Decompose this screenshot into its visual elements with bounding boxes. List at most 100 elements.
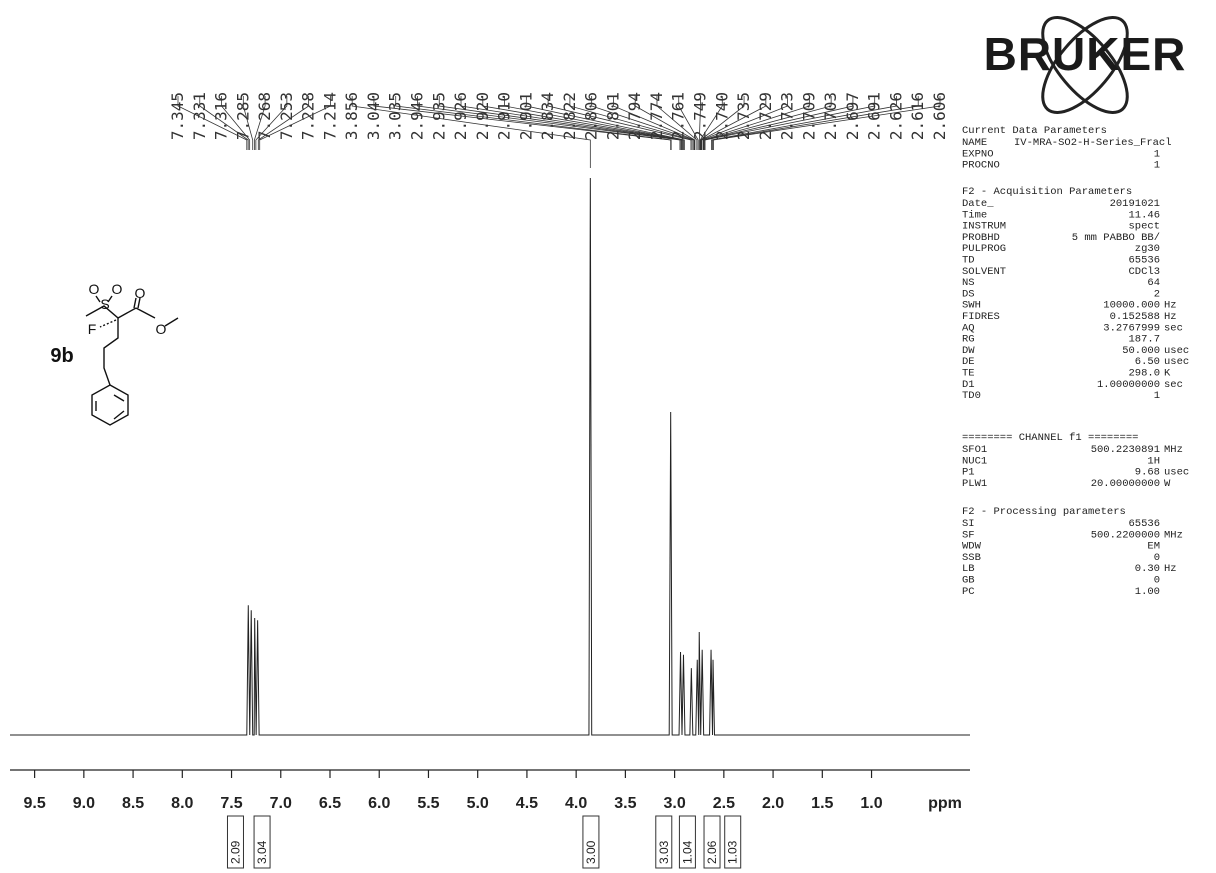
peak-label: 2.920 (473, 92, 492, 140)
peak-connector (698, 96, 701, 150)
parameter-value: 0 (1154, 552, 1160, 564)
parameter-unit: sec (1164, 379, 1183, 391)
parameter-name: SSB (962, 552, 981, 564)
parameter-name: SI (962, 518, 975, 530)
peak-connector (460, 96, 683, 150)
parameter-section: F2 - Processing parameters (962, 506, 1126, 518)
integral-label: 3.04 (255, 840, 269, 864)
parameter-value: 3.2767999 (1103, 322, 1160, 334)
integral-label: 1.03 (726, 840, 740, 864)
parameter-value: 64 (1147, 277, 1160, 289)
peak-label: 2.774 (647, 92, 666, 140)
integral-label: 2.06 (705, 840, 719, 864)
atom: O (135, 285, 146, 301)
x-tick-label: 6.5 (319, 795, 341, 812)
peak-connector (703, 96, 832, 150)
peak-connector (591, 96, 695, 150)
peak-connector (569, 96, 693, 150)
integral-label: 3.00 (584, 840, 598, 864)
x-tick-label: 2.5 (713, 795, 735, 812)
parameter-unit: Hz (1164, 311, 1177, 323)
parameter-value: 1H (1147, 455, 1160, 467)
parameter-value: 11.46 (1128, 209, 1160, 221)
parameter-name: P1 (962, 467, 975, 479)
parameter-value: 20.00000000 (1091, 478, 1160, 490)
parameter-name: NAME (962, 137, 987, 149)
parameter-unit: K (1164, 368, 1171, 380)
parameter-value: 50.000 (1122, 345, 1160, 357)
peak-connector (704, 96, 854, 150)
parameter-name: WDW (962, 541, 982, 553)
peak-label: 7.214 (320, 92, 339, 140)
parameter-name: PULPROG (962, 243, 1006, 255)
x-tick-label: 8.5 (122, 795, 144, 812)
peak-connector (634, 96, 696, 150)
peak-connector (713, 96, 941, 150)
peak-connector (242, 96, 254, 150)
parameter-value: 0 (1154, 575, 1160, 587)
peak-connector (395, 96, 672, 150)
x-tick-label: 6.0 (368, 795, 390, 812)
parameter-value: 20191021 (1110, 198, 1160, 210)
x-tick-label: 4.5 (516, 795, 538, 812)
peak-label: 2.794 (625, 92, 644, 140)
peak-connector (547, 96, 692, 150)
x-tick-label: 5.5 (417, 795, 439, 812)
peak-label: 2.697 (843, 92, 862, 140)
peak-label: 2.822 (560, 92, 579, 140)
peak-label: 2.761 (669, 92, 688, 140)
x-tick-label: 4.0 (565, 795, 587, 812)
parameter-name: PC (962, 586, 975, 598)
x-tick-label: 9.5 (23, 795, 45, 812)
peak-label: 3.035 (386, 92, 405, 140)
parameter-unit: usec (1164, 356, 1189, 368)
x-tick-label: 3.0 (663, 795, 685, 812)
parameter-name: SFO1 (962, 444, 987, 456)
parameter-name: PROCNO (962, 160, 1000, 172)
peak-connector (373, 96, 672, 150)
peak-label: 2.926 (451, 92, 470, 140)
parameter-name: DS (962, 288, 975, 300)
parameter-name: Date_ (962, 198, 994, 210)
structure (85, 295, 179, 426)
peak-label: 2.801 (603, 92, 622, 140)
atom: O (156, 321, 167, 337)
parameter-value: 1 (1154, 160, 1160, 172)
parameter-value: 0.152588 (1110, 311, 1160, 323)
x-tick-label: 8.0 (171, 795, 193, 812)
parameter-unit: MHz (1164, 529, 1183, 541)
peak-connector (177, 96, 248, 150)
peak-label: 7.253 (277, 92, 296, 140)
x-tick-label: 2.0 (762, 795, 784, 812)
parameter-name: LB (962, 563, 975, 575)
peak-connector (700, 96, 745, 150)
peak-label: 2.834 (538, 92, 557, 140)
peak-connector (504, 96, 684, 150)
peak-label: 2.806 (582, 92, 601, 140)
integral-bracket (678, 815, 696, 869)
peak-label: 3.040 (364, 92, 383, 140)
integral-bracket (703, 815, 721, 869)
peak-label: 2.935 (429, 92, 448, 140)
parameter-value: 65536 (1128, 518, 1160, 530)
peak-label: 2.946 (407, 92, 426, 140)
parameter-value: 65536 (1128, 255, 1160, 267)
peak-connector (417, 96, 681, 150)
parameter-value: 298.0 (1128, 368, 1160, 380)
parameter-name: DE (962, 356, 975, 368)
parameter-name: SOLVENT (962, 266, 1006, 278)
parameter-value: 6.50 (1135, 356, 1160, 368)
x-tick-label: 3.5 (614, 795, 636, 812)
parameter-name: PROBHD (962, 232, 1000, 244)
parameter-name: NUC1 (962, 455, 987, 467)
parameter-value: EM (1147, 541, 1160, 553)
parameter-value: 1.00000000 (1097, 379, 1160, 391)
peak-connector (613, 96, 695, 150)
parameter-value: 1 (1154, 390, 1160, 402)
parameter-value: CDCl3 (1128, 266, 1160, 278)
parameter-value: 5 mm PABBO BB/ (1072, 232, 1160, 244)
peak-label: 2.901 (516, 92, 535, 140)
parameter-section: ======== CHANNEL f1 ======== (962, 432, 1138, 444)
integral-bracket (226, 815, 244, 869)
parameter-value: 10000.000 (1103, 300, 1160, 312)
